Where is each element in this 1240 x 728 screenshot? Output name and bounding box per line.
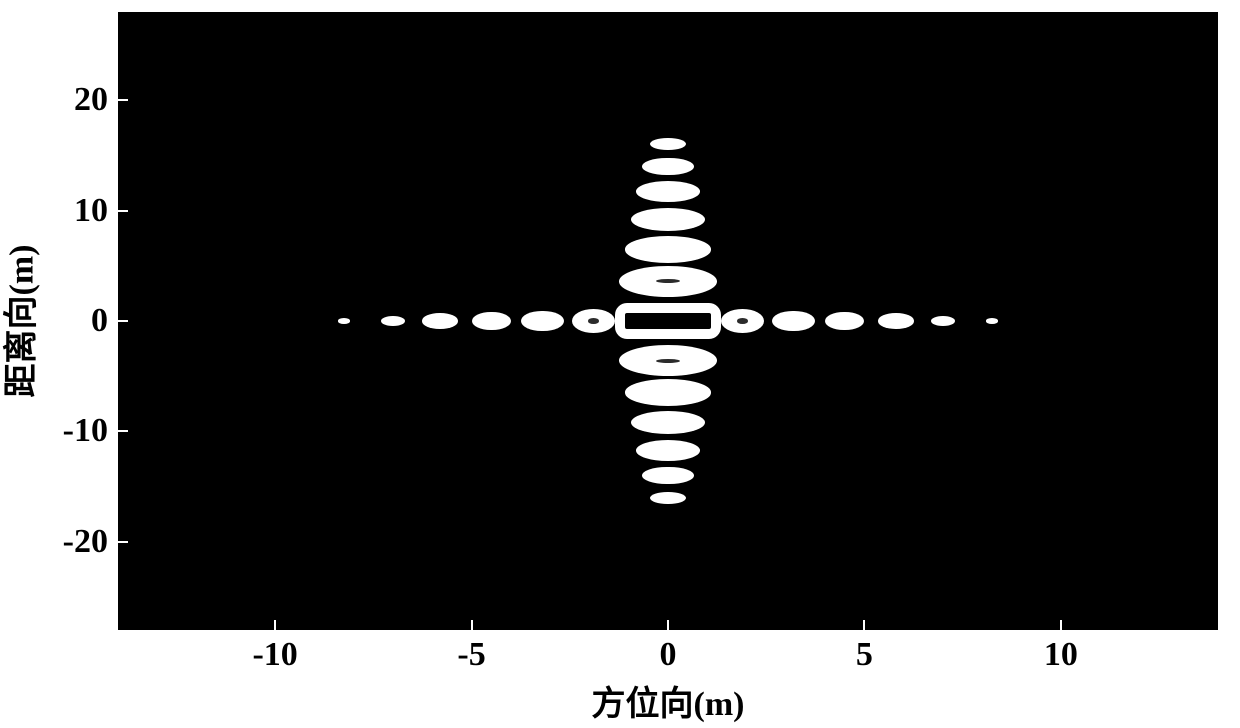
x-tick-mark: [667, 620, 669, 630]
x-tick-mark: [471, 620, 473, 630]
sidelobe-horizontal: [381, 316, 405, 326]
sidelobe-horizontal: [986, 318, 999, 324]
inner-dark-spot: [588, 318, 599, 324]
y-tick-label: 10: [74, 192, 108, 230]
x-tick-label: 0: [660, 636, 677, 674]
sidelobe-vertical: [631, 208, 706, 231]
y-tick-label: 20: [74, 81, 108, 119]
sidelobe-vertical: [642, 158, 693, 176]
sidelobe-vertical: [642, 467, 693, 485]
sidelobe-horizontal: [472, 312, 511, 331]
inner-dark-spot: [737, 318, 748, 324]
y-tick-mark: [118, 541, 128, 543]
x-tick-label: -10: [252, 636, 297, 674]
y-tick-mark: [118, 320, 128, 322]
sidelobe-vertical: [625, 379, 711, 405]
figure-container: 方位向(m) 距离向(m) -10 -5 0 5 10 -20 -10 0 10 20: [0, 0, 1240, 728]
x-tick-label: -5: [457, 636, 485, 674]
sidelobe-horizontal: [338, 318, 351, 324]
x-tick-label: 5: [856, 636, 873, 674]
y-axis-label: 距离向(m): [0, 245, 43, 398]
x-tick-label: 10: [1044, 636, 1078, 674]
x-axis-label: 方位向(m): [592, 676, 745, 725]
x-tick-mark: [274, 620, 276, 630]
sidelobe-horizontal: [422, 313, 457, 328]
x-tick-mark: [1060, 620, 1062, 630]
y-tick-mark: [118, 99, 128, 101]
sidelobe-horizontal: [931, 316, 955, 326]
sidelobe-vertical: [625, 236, 711, 262]
x-tick-mark: [863, 620, 865, 630]
y-tick-mark: [118, 210, 128, 212]
y-tick-label: 0: [91, 302, 108, 340]
y-tick-mark: [118, 430, 128, 432]
sidelobe-vertical: [636, 440, 700, 461]
sidelobe-vertical: [650, 492, 685, 504]
sidelobe-horizontal: [878, 313, 913, 328]
y-tick-label: -20: [63, 523, 108, 561]
y-tick-label: -10: [63, 412, 108, 450]
sidelobe-horizontal: [521, 311, 564, 332]
main-lobe: [615, 303, 721, 338]
inner-dark-spot: [656, 359, 680, 363]
sidelobe-vertical: [631, 411, 706, 434]
